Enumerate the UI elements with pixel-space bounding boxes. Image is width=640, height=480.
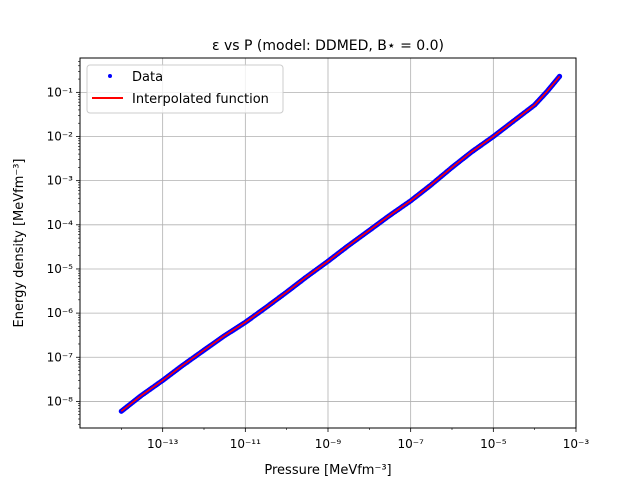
y-tick-label: 10⁻⁶ bbox=[47, 306, 74, 320]
plot-data bbox=[118, 73, 563, 414]
y-tick-label: 10⁻¹ bbox=[47, 85, 74, 99]
x-tick-label: 10⁻³ bbox=[563, 437, 590, 451]
x-axis-label: Pressure [MeVfm⁻³] bbox=[264, 463, 391, 478]
legend-label-data: Data bbox=[132, 70, 163, 85]
y-axis-label: Energy density [MeVfm⁻³] bbox=[12, 158, 27, 327]
y-tick-label: 10⁻⁸ bbox=[47, 394, 74, 408]
y-tick-label: 10⁻⁷ bbox=[47, 350, 74, 364]
y-tick-label: 10⁻³ bbox=[47, 174, 74, 188]
legend: Data Interpolated function bbox=[86, 64, 284, 114]
x-tick-label: 10⁻¹¹ bbox=[230, 437, 261, 451]
interpolated-line bbox=[120, 75, 561, 412]
legend-label-interpolated: Interpolated function bbox=[132, 92, 269, 107]
y-tick-label: 10⁻² bbox=[47, 130, 74, 144]
chart-title: ε vs P (model: DDMED, B⋆ = 0.0) bbox=[212, 38, 444, 54]
x-tick-label: 10⁻⁵ bbox=[480, 437, 507, 451]
y-tick-label: 10⁻⁴ bbox=[47, 218, 74, 232]
ticks: 10⁻¹³ 10⁻¹¹ 10⁻⁹ 10⁻⁷ 10⁻⁵ 10⁻³ 10⁻⁸ 10⁻⁷ 10⁻⁶ 10… bbox=[47, 61, 590, 451]
x-tick-label: 10⁻¹³ bbox=[147, 437, 178, 451]
legend-marker-data bbox=[108, 74, 112, 78]
grid bbox=[80, 58, 577, 428]
x-tick-label: 10⁻⁹ bbox=[315, 437, 342, 451]
legend-box bbox=[86, 64, 284, 114]
x-tick-label: 10⁻⁷ bbox=[397, 437, 424, 451]
y-tick-label: 10⁻⁵ bbox=[47, 262, 74, 276]
